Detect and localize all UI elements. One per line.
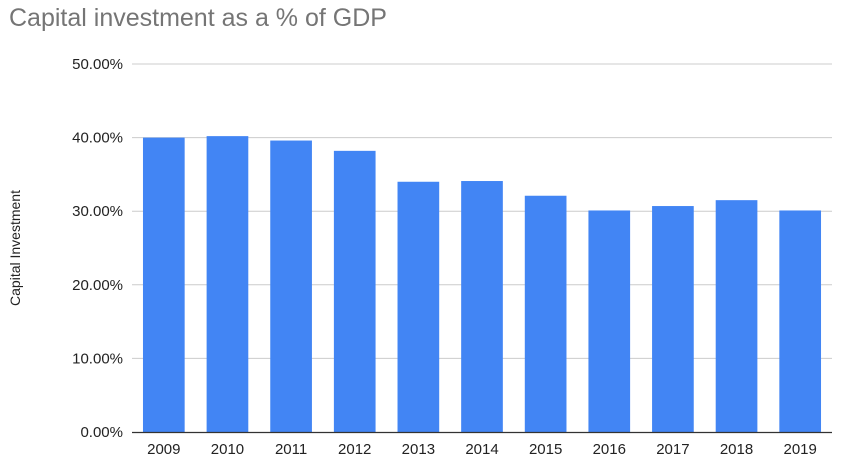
x-tick-label: 2013: [402, 441, 435, 458]
y-tick-label: 50.00%: [72, 56, 123, 73]
x-tick-label: 2019: [783, 441, 816, 458]
x-tick-label: 2014: [465, 441, 498, 458]
y-axis-title: Capital Investment: [7, 190, 23, 306]
bar-2010: [206, 136, 249, 433]
bar-2016: [588, 210, 631, 432]
x-tick-label: 2010: [211, 441, 244, 458]
bar-2019: [779, 210, 822, 432]
bar-2017: [652, 206, 694, 432]
y-tick-label: 10.00%: [72, 350, 123, 367]
x-tick-label: 2015: [529, 441, 562, 458]
bar-2015: [524, 195, 567, 432]
x-tick-label: 2018: [720, 441, 753, 458]
y-tick-label: 30.00%: [72, 203, 123, 220]
tick-labels: 0.00% 10.00% 20.00% 30.00% 40.00% 50.00% 2009 2…: [72, 56, 817, 458]
x-tick-label: 2016: [593, 441, 626, 458]
y-tick-label: 40.00%: [72, 130, 123, 147]
bar-2011: [270, 140, 312, 432]
bar-2013: [397, 181, 440, 432]
y-tick-label: 20.00%: [72, 277, 123, 294]
bar-2012: [333, 150, 376, 432]
bar-2009: [142, 137, 185, 432]
x-tick-label: 2012: [338, 441, 371, 458]
x-tick-label: 2017: [656, 441, 689, 458]
bars: [142, 136, 822, 433]
y-tick-label: 0.00%: [80, 424, 123, 441]
bar-2014: [461, 181, 503, 432]
x-tick-label: 2011: [275, 441, 307, 458]
bar-2018: [715, 200, 758, 432]
chart-title: Capital investment as a % of GDP: [9, 4, 387, 32]
x-tick-label: 2009: [147, 441, 180, 458]
